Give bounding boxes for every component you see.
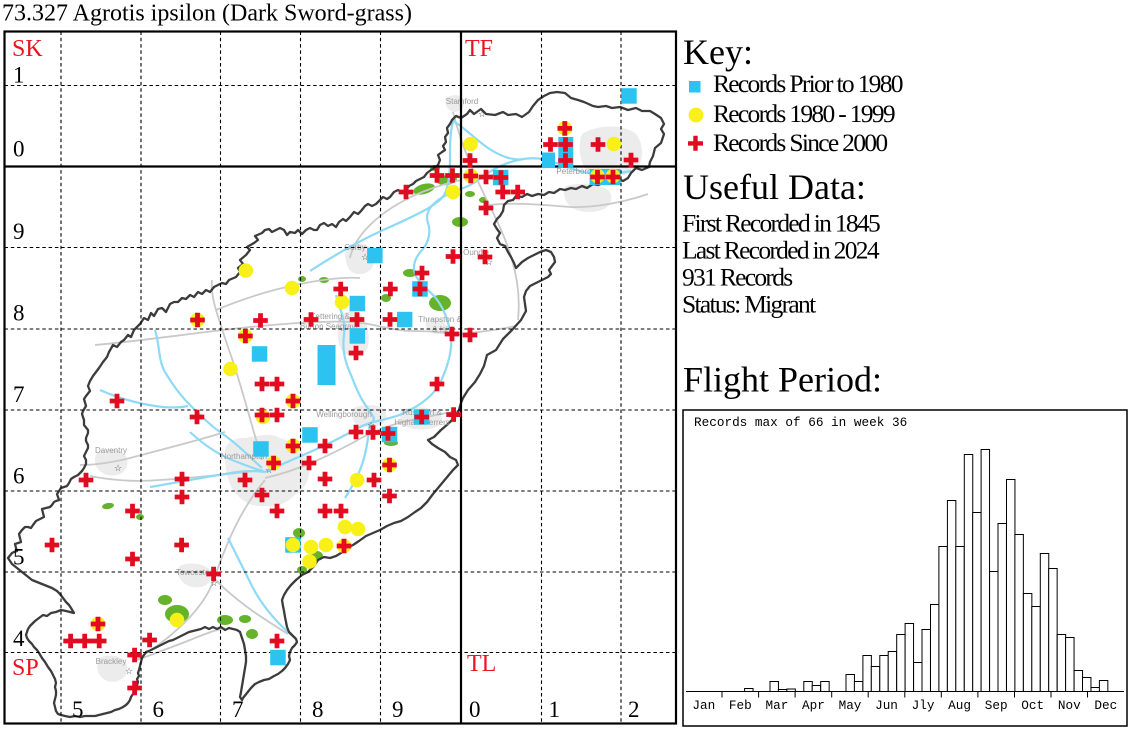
svg-text:Sep: Sep <box>985 698 1008 713</box>
svg-text:SP: SP <box>12 655 39 681</box>
svg-text:Status: Migrant: Status: Migrant <box>682 290 816 319</box>
svg-text:1: 1 <box>13 63 25 88</box>
svg-text:Last Recorded in 2024: Last Recorded in 2024 <box>682 236 880 265</box>
svg-text:☆: ☆ <box>478 109 486 119</box>
svg-text:Oundle: Oundle <box>463 248 489 257</box>
svg-text:☆: ☆ <box>367 420 375 430</box>
svg-text:☆: ☆ <box>485 257 493 267</box>
svg-text:Useful Data:: Useful Data: <box>683 167 866 207</box>
svg-text:SK: SK <box>12 36 43 62</box>
svg-text:Feb: Feb <box>729 698 752 713</box>
svg-text:Records 1980 - 1999: Records 1980 - 1999 <box>713 99 895 128</box>
svg-text:6: 6 <box>13 464 25 489</box>
svg-text:☆: ☆ <box>265 465 273 475</box>
svg-text:Wellingborough: Wellingborough <box>316 410 371 419</box>
svg-text:Mar: Mar <box>765 698 788 713</box>
svg-text:Aug: Aug <box>948 698 971 713</box>
svg-text:Jan: Jan <box>692 698 715 713</box>
svg-text:73.327 Agrotis ipsilon (Dark S: 73.327 Agrotis ipsilon (Dark Sword-grass… <box>2 1 412 27</box>
svg-text:Kettering &: Kettering & <box>310 312 350 321</box>
svg-text:7: 7 <box>13 382 25 407</box>
svg-text:Dec: Dec <box>1094 698 1117 713</box>
svg-text:☆: ☆ <box>125 666 133 676</box>
svg-text:9: 9 <box>392 697 404 722</box>
svg-text:Flight Period:: Flight Period: <box>683 360 882 400</box>
svg-text:Northampton: Northampton <box>221 452 267 461</box>
svg-text:0: 0 <box>469 697 481 722</box>
svg-text:5: 5 <box>72 697 84 722</box>
svg-text:Nov: Nov <box>1058 698 1081 713</box>
svg-text:☆: ☆ <box>114 463 122 473</box>
svg-text:8: 8 <box>13 301 25 326</box>
svg-text:TL: TL <box>467 651 496 677</box>
svg-text:Daventry: Daventry <box>95 446 127 455</box>
svg-text:4: 4 <box>13 626 25 651</box>
svg-text:☆: ☆ <box>361 252 369 262</box>
svg-text:First Recorded in 1845: First Recorded in 1845 <box>682 209 880 238</box>
svg-text:0: 0 <box>13 137 25 162</box>
svg-text:6: 6 <box>153 697 165 722</box>
svg-text:TF: TF <box>465 36 493 62</box>
svg-text:Burton Seagrave: Burton Seagrave <box>300 322 361 331</box>
svg-text:Corby: Corby <box>344 243 365 252</box>
svg-text:Records max of 66 in week 36: Records max of 66 in week 36 <box>694 415 907 430</box>
svg-text:Records Since 2000: Records Since 2000 <box>713 128 887 157</box>
svg-text:May: May <box>839 698 862 713</box>
svg-text:9: 9 <box>13 219 25 244</box>
svg-text:Apr: Apr <box>802 698 825 713</box>
svg-text:5: 5 <box>13 545 25 570</box>
svg-text:2: 2 <box>628 697 640 722</box>
svg-text:Jly: Jly <box>912 698 935 713</box>
svg-text:Peterboro: Peterboro <box>556 167 592 176</box>
svg-text:Jun: Jun <box>875 698 898 713</box>
svg-text:Brackley: Brackley <box>96 657 127 666</box>
svg-text:Key:: Key: <box>683 32 753 72</box>
svg-text:7: 7 <box>232 697 244 722</box>
svg-text:☆: ☆ <box>210 578 218 588</box>
svg-text:Oct: Oct <box>1021 698 1044 713</box>
svg-text:8: 8 <box>312 697 324 722</box>
svg-text:Records Prior to 1980: Records Prior to 1980 <box>713 69 903 98</box>
svg-text:931 Records: 931 Records <box>682 263 792 292</box>
svg-text:1: 1 <box>549 697 561 722</box>
svg-text:Thrapston &: Thrapston & <box>418 315 462 324</box>
